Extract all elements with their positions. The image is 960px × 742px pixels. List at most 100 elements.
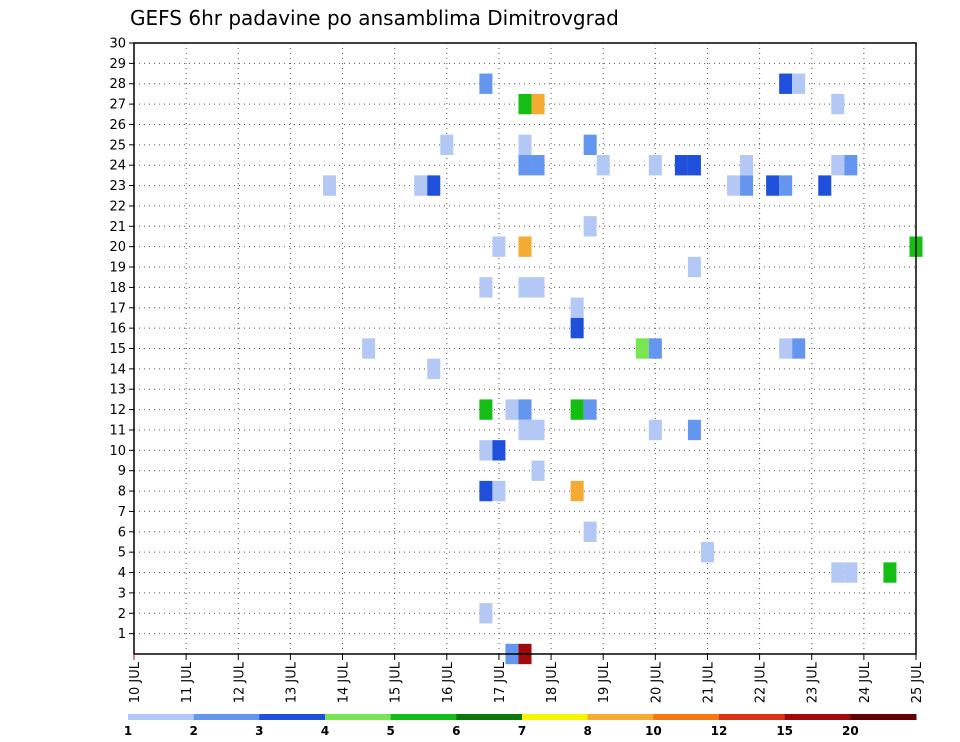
precip-cell	[740, 175, 754, 196]
y-tick-label: 11	[109, 423, 126, 438]
precip-cell	[531, 277, 545, 298]
precip-cell	[531, 419, 545, 441]
precip-cell	[479, 277, 493, 298]
colorbar-swatch	[456, 714, 523, 720]
y-tick-label: 25	[109, 138, 126, 153]
precip-cell	[818, 175, 832, 196]
precip-cell	[362, 338, 376, 359]
precip-cell	[505, 399, 519, 420]
precip-cell	[570, 480, 584, 502]
x-tick-label: 14 JUL	[337, 661, 352, 703]
precip-cell	[779, 73, 793, 94]
colorbar-swatch	[259, 714, 326, 720]
precip-cell	[727, 175, 741, 196]
x-axis: 10 JUL 11 JUL 12 JUL 13 JUL 14 JUL 15 JUL 16 J…	[128, 654, 925, 703]
precip-cell	[518, 155, 532, 176]
y-tick-label: 2	[118, 607, 126, 622]
precip-cell	[635, 338, 649, 359]
precip-cell	[492, 480, 506, 502]
colorbar-swatch	[522, 714, 589, 720]
precip-cell	[518, 419, 532, 441]
colorbar-swatch	[653, 714, 720, 720]
colorbar-label: 3	[255, 724, 263, 738]
x-tick-label: 25 JUL	[910, 661, 925, 703]
colorbar-swatch	[128, 714, 195, 720]
x-tick-label: 20 JUL	[649, 661, 664, 703]
precip-cell	[440, 134, 454, 156]
y-tick-label: 10	[109, 444, 126, 459]
x-tick-label: 15 JUL	[389, 661, 404, 703]
y-tick-label: 16	[109, 322, 126, 337]
precip-cell	[648, 419, 662, 441]
precip-cell	[427, 175, 441, 196]
y-tick-label: 30	[109, 37, 126, 52]
colorbar-swatch	[784, 714, 851, 720]
precip-cell	[844, 562, 858, 583]
precip-cell	[792, 73, 806, 94]
y-tick-label: 6	[118, 525, 126, 540]
y-tick-label: 29	[109, 57, 126, 72]
y-tick-label: 24	[109, 159, 126, 174]
precip-cell	[687, 155, 701, 176]
colorbar-label: 5	[386, 724, 394, 738]
y-tick-label: 1	[118, 627, 126, 642]
y-tick-label: 23	[109, 179, 126, 194]
y-tick-label: 9	[118, 464, 126, 479]
precip-cell	[648, 338, 662, 359]
x-tick-label: 22 JUL	[754, 661, 769, 703]
precip-cell	[570, 399, 584, 420]
y-tick-label: 8	[118, 485, 126, 500]
y-tick-label: 5	[118, 546, 126, 561]
colorbar-label: 15	[776, 724, 793, 738]
precip-cell	[479, 440, 493, 461]
y-tick-label: 27	[109, 98, 126, 113]
x-tick-label: 17 JUL	[493, 661, 508, 703]
colorbar-label: 10	[645, 724, 662, 738]
x-tick-label: 19 JUL	[597, 661, 612, 703]
y-tick-label: 18	[109, 281, 126, 296]
precip-cell	[479, 603, 493, 624]
precip-cell	[583, 399, 597, 420]
grid-lines	[134, 43, 916, 654]
y-tick-label: 3	[118, 586, 126, 601]
y-tick-label: 22	[109, 199, 126, 214]
precip-cell	[844, 155, 858, 176]
x-tick-label: 24 JUL	[858, 661, 873, 703]
x-tick-label: 13 JUL	[284, 661, 299, 703]
precip-cell	[479, 480, 493, 502]
x-tick-label: 21 JUL	[701, 661, 716, 703]
y-tick-label: 17	[109, 301, 126, 316]
precip-cell	[518, 93, 532, 115]
y-tick-label: 28	[109, 77, 126, 92]
precip-cell	[883, 562, 897, 583]
precip-cells	[322, 73, 923, 665]
colorbar-swatch	[850, 714, 917, 720]
y-tick-label: 21	[109, 220, 126, 235]
y-tick-label: 19	[109, 261, 126, 276]
x-tick-label: 18 JUL	[545, 661, 560, 703]
y-tick-label: 14	[109, 362, 126, 377]
precip-cell	[518, 134, 532, 156]
y-tick-label: 7	[118, 505, 126, 520]
precip-cell	[479, 399, 493, 420]
precip-cell	[531, 460, 545, 481]
x-tick-label: 23 JUL	[806, 661, 821, 703]
precip-cell	[700, 541, 714, 563]
precip-cell	[414, 175, 428, 196]
y-tick-label: 15	[109, 342, 126, 357]
colorbar-label: 6	[452, 724, 460, 738]
colorbar-swatch	[390, 714, 457, 720]
precip-cell	[583, 521, 597, 542]
x-tick-label: 11 JUL	[180, 661, 195, 703]
y-tick-label: 4	[118, 566, 126, 581]
precip-cell	[492, 236, 506, 257]
y-tick-label: 13	[109, 383, 126, 398]
precip-cell	[427, 358, 441, 380]
precip-cell	[831, 562, 845, 583]
y-axis: 1234567891011121314151617181920212223242…	[109, 37, 134, 642]
precip-cell	[779, 338, 793, 359]
precip-cell	[322, 175, 337, 196]
y-tick-label: 26	[109, 118, 126, 133]
precip-cell	[583, 134, 597, 156]
precip-cell	[570, 317, 584, 339]
